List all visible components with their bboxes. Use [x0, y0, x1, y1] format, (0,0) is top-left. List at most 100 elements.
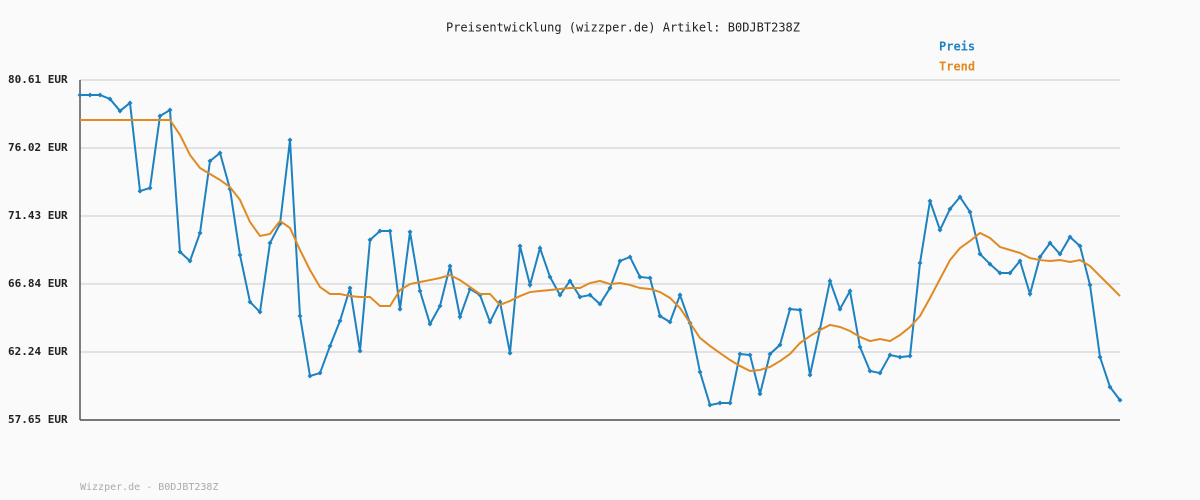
y-tick-label: 80.61 EUR — [8, 73, 68, 86]
point-marker — [637, 274, 643, 280]
point-marker — [287, 137, 293, 143]
point-marker — [667, 319, 673, 325]
point-marker — [197, 230, 203, 236]
legend-entry: Preis — [939, 40, 975, 54]
point-marker — [487, 319, 493, 325]
point-marker — [917, 260, 923, 266]
point-marker — [587, 292, 593, 298]
point-marker — [867, 368, 873, 374]
point-marker — [957, 194, 963, 200]
point-marker — [217, 150, 223, 156]
point-marker — [257, 309, 263, 315]
point-marker — [627, 254, 633, 260]
point-marker — [177, 249, 183, 255]
point-marker — [607, 285, 613, 291]
point-marker — [417, 288, 423, 294]
point-marker — [557, 292, 563, 298]
legend-entry: Trend — [939, 60, 975, 74]
point-marker — [887, 352, 893, 358]
point-marker — [267, 240, 273, 246]
point-marker — [1117, 397, 1123, 403]
point-marker — [457, 314, 463, 320]
point-marker — [767, 351, 773, 357]
point-marker — [137, 188, 143, 194]
point-marker — [787, 306, 793, 312]
point-marker — [1057, 251, 1063, 257]
point-marker — [307, 373, 313, 379]
point-marker — [947, 206, 953, 212]
point-marker — [827, 278, 833, 284]
series-line — [80, 93, 1121, 407]
point-marker — [647, 275, 653, 281]
point-marker — [927, 198, 933, 204]
point-marker — [937, 227, 943, 233]
point-marker — [1037, 254, 1043, 260]
point-marker — [1047, 240, 1053, 246]
point-marker — [877, 370, 883, 376]
point-marker — [167, 107, 173, 113]
y-tick-label: 71.43 EUR — [8, 209, 68, 222]
point-marker — [247, 299, 253, 305]
point-marker — [657, 313, 663, 319]
point-marker — [347, 285, 353, 291]
point-marker — [717, 400, 723, 406]
point-marker — [597, 301, 603, 307]
point-marker — [737, 351, 743, 357]
point-marker — [207, 158, 213, 164]
point-marker — [857, 344, 863, 350]
point-marker — [437, 303, 443, 309]
point-marker — [117, 108, 123, 114]
point-marker — [747, 352, 753, 358]
footer: Wizzper.de - B0DJBT238Z — [80, 482, 218, 493]
point-marker — [527, 282, 533, 288]
point-marker — [337, 318, 343, 324]
point-marker — [327, 343, 333, 349]
point-marker — [397, 306, 403, 312]
y-tick-label: 76.02 EUR — [8, 141, 68, 154]
point-marker — [1097, 354, 1103, 360]
point-marker — [797, 307, 803, 313]
point-marker — [897, 354, 903, 360]
point-marker — [1077, 243, 1083, 249]
point-marker — [407, 229, 413, 235]
point-marker — [907, 353, 913, 359]
point-marker — [807, 372, 813, 378]
point-marker — [777, 342, 783, 348]
point-marker — [317, 370, 323, 376]
point-marker — [127, 100, 133, 106]
point-marker — [157, 113, 163, 119]
point-marker — [1087, 282, 1093, 288]
point-marker — [577, 294, 583, 300]
point-marker — [707, 402, 713, 408]
point-marker — [1007, 270, 1013, 276]
point-marker — [987, 261, 993, 267]
point-marker — [87, 92, 93, 98]
point-marker — [727, 400, 733, 406]
point-marker — [617, 258, 623, 264]
point-marker — [367, 237, 373, 243]
point-marker — [297, 313, 303, 319]
point-marker — [377, 228, 383, 234]
point-marker — [977, 251, 983, 257]
point-marker — [147, 185, 153, 191]
point-marker — [757, 391, 763, 397]
point-marker — [387, 228, 393, 234]
point-marker — [97, 92, 103, 98]
point-marker — [1067, 234, 1073, 240]
point-marker — [427, 321, 433, 327]
point-marker — [237, 252, 243, 258]
point-marker — [1017, 258, 1023, 264]
series-line — [80, 118, 1121, 373]
point-marker — [837, 306, 843, 312]
point-marker — [677, 292, 683, 298]
point-marker — [187, 258, 193, 264]
point-marker — [517, 243, 523, 249]
point-marker — [547, 274, 553, 280]
point-marker — [77, 92, 83, 98]
point-marker — [997, 270, 1003, 276]
point-marker — [447, 263, 453, 269]
point-marker — [507, 350, 513, 356]
chart-title: Preisentwicklung (wizzper.de) Artikel: B… — [446, 21, 800, 35]
